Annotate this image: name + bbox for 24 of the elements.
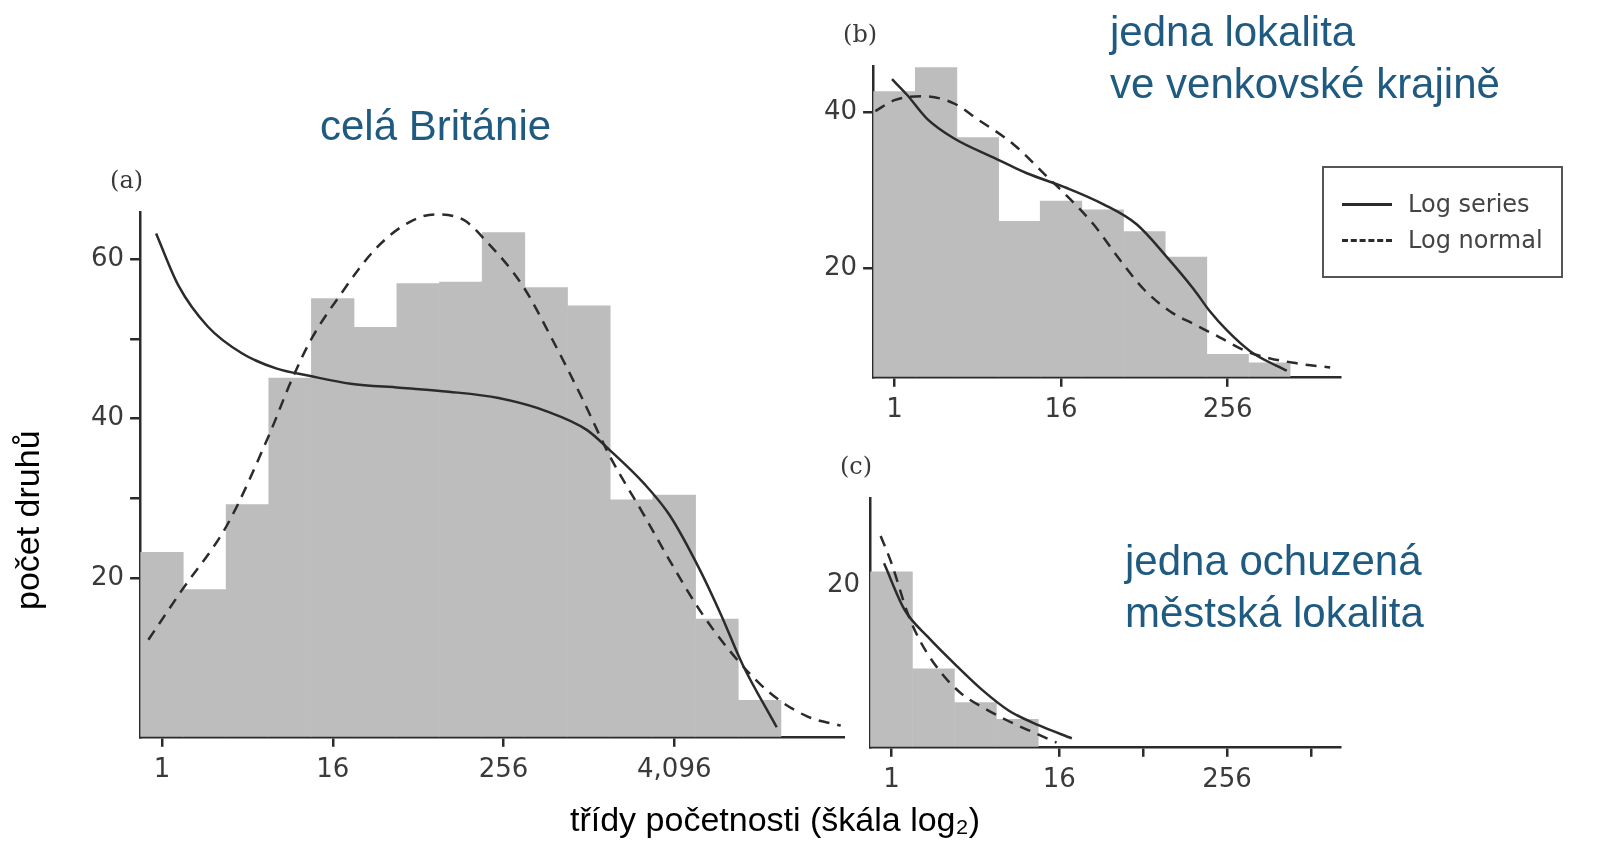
legend-label: Log normal	[1408, 226, 1543, 254]
y-axis-title: počet druhů	[8, 430, 47, 610]
legend-label: Log series	[1408, 190, 1530, 218]
x-tick-label: 1	[886, 393, 903, 424]
y-tick-label: 60	[90, 242, 125, 273]
x-tick-label: 1	[883, 763, 900, 794]
y-tick-label: 20	[90, 560, 125, 591]
x-tick-label: 256	[1202, 393, 1253, 424]
text: (a)	[110, 166, 144, 195]
chart-title: celá Británie	[320, 101, 553, 151]
x-tick-label: 256	[1202, 763, 1252, 794]
text: (b)	[843, 20, 878, 49]
x-tick-label: 16	[316, 753, 350, 784]
y-tick-label: 40	[90, 401, 125, 432]
text: jedna ochuzená městská lokalita	[1125, 536, 1425, 638]
x-axis-title: třídy početnosti (škála log₂)	[570, 800, 981, 839]
x-tick-label: 4,096	[637, 753, 712, 784]
x-tick-label: 16	[1042, 763, 1076, 794]
x-tick-label: 1	[153, 753, 171, 784]
x-tick-label: 16	[1044, 393, 1078, 424]
chart-title: jedna lokalita ve venkovské krajině	[1110, 7, 1501, 109]
annotation: (c)	[840, 452, 873, 481]
x-tick-label: 256	[478, 753, 529, 784]
y-tick-label: 40	[823, 95, 858, 126]
